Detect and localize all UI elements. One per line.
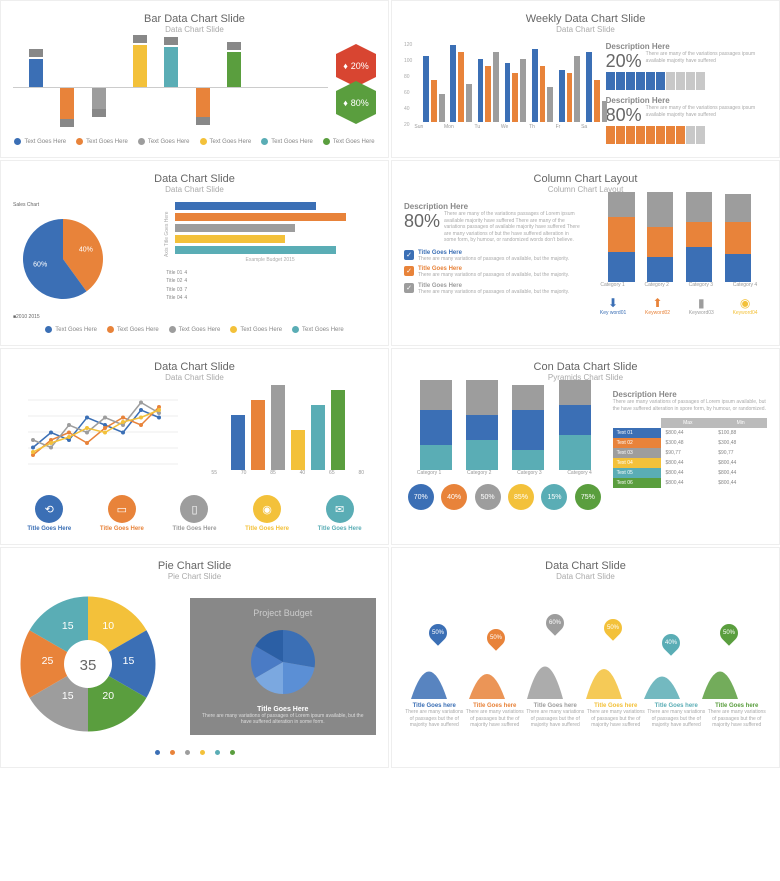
- title: Bar Data Chart Slide: [13, 13, 376, 25]
- svg-text:15: 15: [62, 690, 74, 702]
- svg-text:60%: 60%: [33, 261, 47, 268]
- pie-chart: 40% 60%: [13, 209, 113, 309]
- data-table: MaxMinText 01$800,44$100,88Text 02$300,4…: [613, 418, 767, 488]
- svg-text:35: 35: [80, 657, 97, 674]
- title: Weekly Data Chart Slide: [404, 13, 767, 25]
- legend: [13, 750, 376, 755]
- svg-text:40%: 40%: [79, 246, 93, 253]
- panel-con-data: Con Data Chart Slide Pyramids Chart Slid…: [391, 348, 780, 545]
- budget-box: Project Budget Title Goes Here There are…: [190, 598, 377, 735]
- legend: Text Goes HereText Goes HereText Goes He…: [13, 326, 376, 333]
- person-row-2: [606, 126, 767, 144]
- person-row-1: [606, 72, 767, 90]
- hbar-chart: [175, 202, 376, 257]
- svg-text:25: 25: [42, 655, 54, 667]
- panel-data-chart-2: Data Chart Slide Data Chart Slide 557085…: [0, 348, 389, 545]
- hex-male: ♦ 20%: [336, 54, 376, 77]
- svg-text:10: 10: [102, 620, 114, 632]
- subtitle: Data Chart Slide: [404, 25, 767, 34]
- weekly-chart: 12010080604020: [404, 42, 598, 122]
- bar-chart: [13, 42, 328, 132]
- panel-weekly: Weekly Data Chart Slide Data Chart Slide…: [391, 0, 780, 158]
- peaks-chart: 50%50%60%50%40%50%: [404, 589, 767, 699]
- stacked-chart: [591, 202, 768, 282]
- svg-text:20: 20: [102, 690, 114, 702]
- panel-peaks: Data Chart Slide Data Chart Slide 50%50%…: [391, 547, 780, 768]
- stacked-chart: [404, 390, 605, 470]
- hex-female: ♦ 80%: [336, 91, 376, 114]
- svg-text:15: 15: [62, 620, 74, 632]
- legend: Text Goes HereText Goes HereText Goes He…: [13, 138, 376, 145]
- svg-text:15: 15: [123, 655, 135, 667]
- line-chart: [13, 390, 183, 480]
- panel-column-layout: Column Chart Layout Column Chart Layout …: [391, 160, 780, 346]
- panel-bar-data: Bar Data Chart Slide Data Chart Slide ♦ …: [0, 0, 389, 158]
- bar-chart: [200, 390, 377, 470]
- subtitle: Data Chart Slide: [13, 25, 376, 34]
- pie-chart: 10 15 20 15 25 15 35: [13, 589, 163, 739]
- panel-data-chart: Data Chart Slide Data Chart Slide Sales …: [0, 160, 389, 346]
- panel-pie: Pie Chart Slide Pie Chart Slide 10152015…: [0, 547, 389, 768]
